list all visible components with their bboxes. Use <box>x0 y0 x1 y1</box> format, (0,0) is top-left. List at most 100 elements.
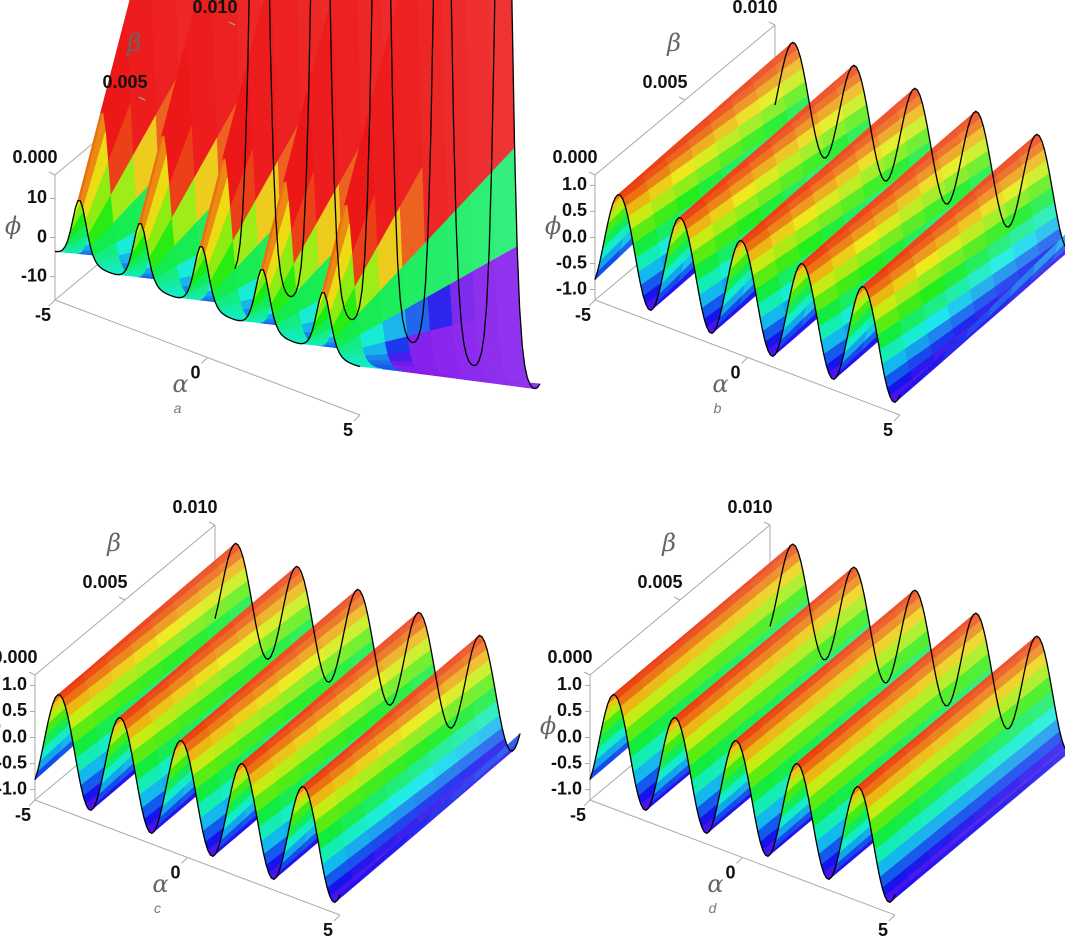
y-tick <box>678 96 686 101</box>
z-tick-label: -0.5 <box>556 252 587 272</box>
panel: -5 0 5 0.000 0.005 0.010 1.0 0.5 0.0 -0.5 -1.0 αd β ϕ <box>540 497 1065 940</box>
z-tick-label: 10 <box>27 187 47 207</box>
x-tick <box>48 299 56 307</box>
z-axis-label: ϕ <box>540 712 556 740</box>
panel: -5 0 5 0.000 0.005 0.010 1.0 0.5 0.0 -0.5 -1.0 αb β ϕ <box>545 0 1065 440</box>
surface-patch <box>409 350 436 364</box>
x-tick <box>888 914 896 922</box>
y-tick-label: 0.010 <box>172 497 217 517</box>
y-tick <box>118 596 126 601</box>
y-tick-label: 0.000 <box>547 647 592 667</box>
x-tick <box>333 914 341 922</box>
z-axis-label: ϕ <box>545 212 561 240</box>
x-tick-label: 0 <box>730 362 740 382</box>
z-tick-label: 0 <box>37 226 47 246</box>
y-tick <box>28 671 36 676</box>
panel-label: a <box>174 400 182 416</box>
z-tick-label: 0.5 <box>557 700 582 720</box>
z-tick-label: 0.5 <box>562 200 587 220</box>
y-axis-label: β <box>661 529 676 557</box>
z-tick-label: -0.5 <box>551 752 582 772</box>
y-tick-label: 0.010 <box>732 0 777 17</box>
z-tick-label: -10 <box>21 265 47 285</box>
z-tick-label: 1.0 <box>2 674 27 694</box>
x-tick <box>736 857 743 864</box>
x-tick-label: 5 <box>878 920 888 940</box>
surface-edge <box>594 193 901 404</box>
surface-patch <box>431 349 458 364</box>
surface-patch <box>386 352 413 363</box>
x-tick-label: 5 <box>323 920 333 940</box>
surface-edge <box>54 200 361 368</box>
x-tick-label: -5 <box>575 305 591 325</box>
surface-patch <box>499 344 526 367</box>
x-tick <box>181 857 188 864</box>
y-axis-label: β <box>106 529 121 557</box>
x-tick-label: -5 <box>570 805 586 825</box>
x-tick <box>201 357 208 364</box>
y-tick-label: 0.010 <box>192 0 237 17</box>
panel: -5 0 5 0.000 0.005 0.010 10 0 -10 αa β ϕ <box>5 0 541 440</box>
surface-edge <box>774 41 1065 248</box>
y-tick-label: 0.010 <box>727 497 772 517</box>
y-tick <box>48 171 56 176</box>
x-tick-label: -5 <box>35 305 51 325</box>
x-tick-label: 0 <box>725 862 735 882</box>
x-tick-label: 5 <box>343 420 353 440</box>
y-tick <box>588 171 596 176</box>
surface-patch <box>364 353 391 362</box>
surface-patch <box>496 308 523 348</box>
z-axis-label: ϕ <box>0 712 1 740</box>
y-tick <box>138 96 146 101</box>
y-tick <box>583 671 591 676</box>
z-tick-label: 0.0 <box>2 726 27 746</box>
y-tick-label: 0.005 <box>637 572 682 592</box>
panel-label: d <box>709 900 718 916</box>
surface-edge <box>589 693 896 904</box>
x-tick <box>28 799 36 807</box>
x-axis-label: α <box>712 370 728 398</box>
y-tick-label: 0.005 <box>642 72 687 92</box>
y-tick <box>763 521 771 526</box>
z-tick-label: -1.0 <box>0 778 27 798</box>
x-axis-label: α <box>152 870 168 898</box>
y-tick-label: 0.005 <box>82 572 127 592</box>
y-tick-label: 0.000 <box>0 647 38 667</box>
surface-edge <box>214 542 521 752</box>
y-axis-label: β <box>666 29 681 57</box>
y-tick <box>673 596 681 601</box>
z-axis-label: ϕ <box>5 212 21 240</box>
x-axis-label: α <box>707 870 723 898</box>
x-tick <box>583 799 591 807</box>
x-tick-label: 0 <box>190 362 200 382</box>
z-tick-label: 0.0 <box>557 726 582 746</box>
z-tick-label: 0.5 <box>2 700 27 720</box>
surface-edge <box>769 543 1065 750</box>
x-axis-label: α <box>172 370 188 398</box>
y-axis-label: β <box>126 29 141 57</box>
y-tick-label: 0.000 <box>552 147 597 167</box>
x-tick <box>893 414 901 422</box>
z-tick-label: -0.5 <box>0 752 27 772</box>
x-tick <box>588 299 596 307</box>
x-tick <box>741 357 748 364</box>
x-tick-label: 0 <box>170 862 180 882</box>
surface-edge <box>234 0 541 390</box>
z-tick-label: -1.0 <box>556 278 587 298</box>
x-tick <box>353 414 361 422</box>
x-tick-label: -5 <box>15 805 31 825</box>
z-tick-label: 1.0 <box>557 674 582 694</box>
y-tick-label: 0.005 <box>102 72 147 92</box>
y-tick <box>208 521 216 526</box>
z-tick-label: 0.0 <box>562 226 587 246</box>
panel: -5 0 5 0.000 0.005 0.010 1.0 0.5 0.0 -0.5 -1.0 αc β ϕ <box>0 497 521 940</box>
z-tick-label: 1.0 <box>562 174 587 194</box>
z-tick-label: -1.0 <box>551 778 582 798</box>
panel-label: c <box>154 900 161 916</box>
panel-label: b <box>714 400 722 416</box>
y-tick <box>768 21 776 26</box>
x-tick-label: 5 <box>883 420 893 440</box>
y-tick-label: 0.000 <box>12 147 57 167</box>
